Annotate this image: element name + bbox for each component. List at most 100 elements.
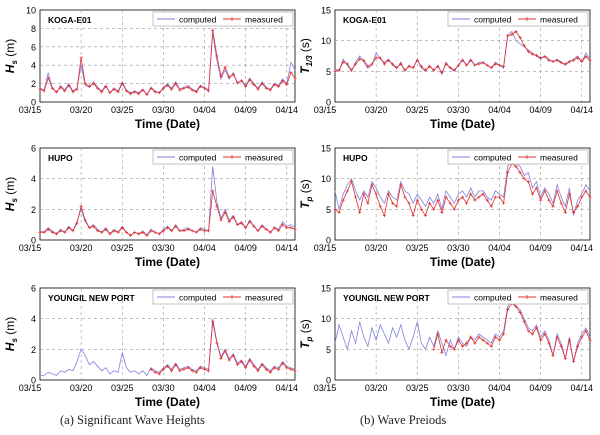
data-point-measured xyxy=(399,62,403,66)
data-point-measured xyxy=(551,204,555,208)
data-point-measured xyxy=(440,350,444,354)
data-point-measured xyxy=(403,68,407,72)
series-line-computed xyxy=(334,299,591,362)
y-tick-label: 10 xyxy=(26,6,36,16)
data-point-measured xyxy=(341,60,345,64)
data-point-measured xyxy=(539,198,543,202)
x-tick-label: 03/20 xyxy=(70,243,93,253)
data-point-measured xyxy=(485,341,489,345)
data-point-measured xyxy=(207,229,211,233)
data-point-measured xyxy=(444,338,448,342)
data-point-measured xyxy=(157,372,161,376)
data-point-measured xyxy=(264,367,268,371)
data-point-measured xyxy=(252,224,256,228)
x-axis-label: Time (Date) xyxy=(135,395,200,409)
y-tick-label: 6 xyxy=(31,144,36,154)
data-point-measured xyxy=(551,353,555,358)
data-point-measured xyxy=(362,192,366,196)
data-point-measured xyxy=(157,232,161,236)
x-tick-label: 04/14 xyxy=(571,383,594,393)
data-point-measured xyxy=(145,93,149,97)
data-point-measured xyxy=(419,64,423,69)
chart-panel-5: 0 5 10 15 03/15 03/20 03/25 03/30 04/04 04/09 04/1… xyxy=(298,284,593,410)
x-tick-label: 03/25 xyxy=(406,105,429,115)
data-point-measured xyxy=(178,229,182,233)
x-tick-label: 04/14 xyxy=(276,243,299,253)
data-point-measured xyxy=(248,78,252,82)
station-label: YOUNGIL NEW PORT xyxy=(48,293,136,303)
data-point-measured xyxy=(149,367,153,371)
data-point-measured xyxy=(211,320,215,324)
data-point-measured xyxy=(112,87,116,91)
data-point-measured xyxy=(272,366,277,370)
legend-label-measured: measured xyxy=(540,153,578,163)
legend-label-computed: computed xyxy=(474,15,512,25)
data-point-measured xyxy=(395,204,399,208)
data-point-measured xyxy=(248,358,252,362)
data-point-measured xyxy=(198,227,203,231)
data-point-measured xyxy=(293,227,297,231)
data-point-measured xyxy=(576,204,580,208)
data-point-measured xyxy=(448,66,452,70)
data-point-measured xyxy=(370,183,374,187)
x-tick-label: 03/25 xyxy=(111,105,134,115)
legend-label-measured: measured xyxy=(540,15,578,25)
data-point-measured xyxy=(289,70,293,75)
data-point-measured xyxy=(534,186,539,190)
x-tick-label: 04/04 xyxy=(488,383,511,393)
y-tick-label: 10 xyxy=(321,314,331,324)
data-point-measured xyxy=(506,170,510,175)
data-point-measured xyxy=(87,226,91,230)
data-point-measured xyxy=(227,220,231,224)
chart-panel-4: 0 5 10 15 03/15 03/20 03/25 03/30 04/04 04/09 04/1… xyxy=(298,144,593,270)
y-axis-label: Tp (s) xyxy=(298,179,314,209)
data-point-measured xyxy=(374,192,378,196)
data-point-measured xyxy=(252,364,256,368)
data-point-measured xyxy=(211,28,215,32)
data-point-measured xyxy=(244,226,248,230)
data-point-measured xyxy=(580,59,584,64)
data-point-measured xyxy=(386,192,391,196)
legend-marker-measured xyxy=(230,155,234,159)
data-point-measured xyxy=(555,335,559,339)
data-point-measured xyxy=(555,189,559,193)
data-point-measured xyxy=(452,207,456,211)
legend-label-measured: measured xyxy=(540,293,578,303)
data-point-measured xyxy=(95,229,100,233)
data-point-measured xyxy=(165,226,170,230)
data-point-measured xyxy=(493,62,498,66)
data-point-measured xyxy=(91,224,96,228)
data-point-measured xyxy=(489,66,493,70)
data-point-measured xyxy=(42,230,46,234)
data-point-measured xyxy=(149,229,153,233)
data-point-measured xyxy=(452,347,456,351)
data-point-measured xyxy=(104,84,108,88)
y-axis-label: Hs (m) xyxy=(3,177,19,211)
data-point-measured xyxy=(584,55,588,59)
data-point-measured xyxy=(124,230,128,234)
y-tick-label: 0 xyxy=(31,98,36,108)
data-point-measured xyxy=(465,341,469,345)
data-point-measured xyxy=(153,230,157,234)
data-point-measured xyxy=(289,367,293,371)
x-tick-label: 04/04 xyxy=(488,243,511,253)
y-axis-label: Tp (s) xyxy=(298,319,314,349)
data-point-measured xyxy=(481,192,485,196)
data-point-measured xyxy=(559,201,563,205)
data-point-measured xyxy=(399,183,403,187)
caption-significant-wave-heights: (a) Significant Wave Heights xyxy=(60,413,205,427)
data-point-measured xyxy=(460,195,465,199)
data-point-measured xyxy=(370,62,374,66)
data-point-measured xyxy=(235,81,240,85)
data-point-measured xyxy=(518,36,522,40)
data-point-measured xyxy=(91,82,96,86)
data-point-measured xyxy=(281,223,285,227)
data-point-measured xyxy=(530,52,535,56)
data-point-measured xyxy=(432,347,436,351)
data-point-measured xyxy=(207,369,211,373)
data-point-measured xyxy=(349,180,354,184)
data-point-measured xyxy=(584,329,588,333)
y-tick-label: 15 xyxy=(321,6,331,16)
data-point-measured xyxy=(137,232,141,236)
